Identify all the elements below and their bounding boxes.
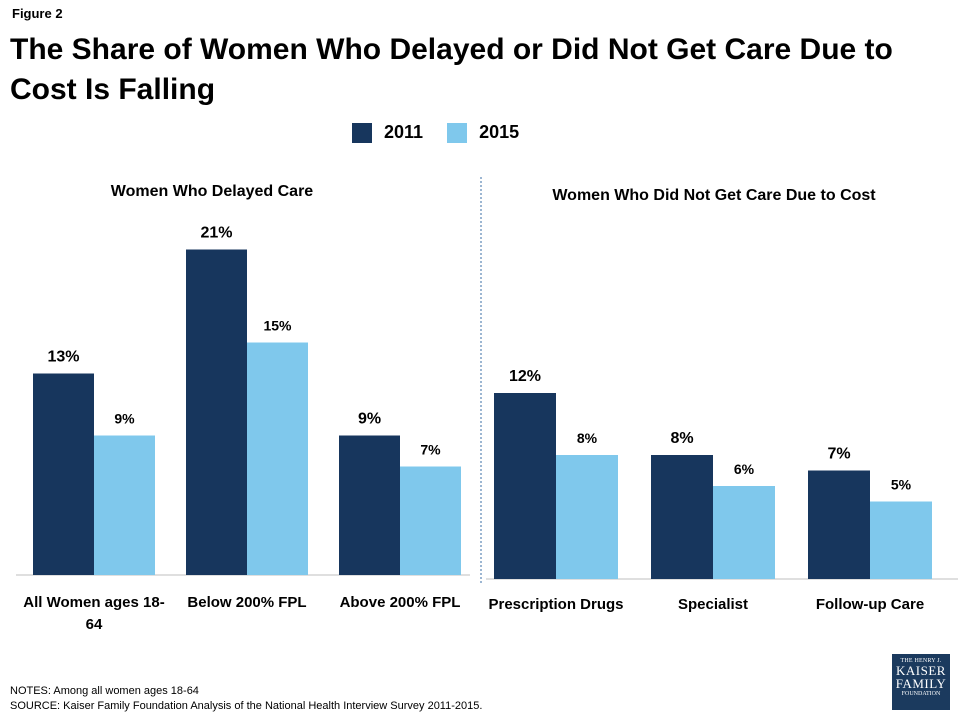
data-label-2011-2-3: 7% <box>827 446 850 463</box>
bar-2011-1-1 <box>33 373 94 575</box>
data-label-2015-2-1: 8% <box>577 430 598 446</box>
logo-line-4: FOUNDATION <box>901 691 941 697</box>
data-label-2011-2-1: 12% <box>509 368 541 385</box>
bar-2015-1-3 <box>400 466 461 575</box>
kff-logo: THE HENRY J. KAISER FAMILY FOUNDATION <box>892 654 950 710</box>
data-label-2015-2-3: 5% <box>891 477 912 493</box>
logo-line-1: THE HENRY J. <box>900 658 942 664</box>
bar-2015-2-3 <box>870 501 932 579</box>
data-label-2015-2-2: 6% <box>734 461 755 477</box>
chart-title: The Share of Women Who Delayed or Did No… <box>10 33 893 106</box>
bar-2011-2-2 <box>651 455 713 579</box>
bar-2011-1-2 <box>186 249 247 575</box>
category-label-2-2: Specialist <box>678 596 748 613</box>
panel-title-2: Women Who Did Not Get Care Due to Cost <box>552 187 876 204</box>
notes-block: NOTES: Among all women ages 18-64 SOURCE… <box>10 684 482 714</box>
category-label-1-1: All Women ages 18-64 <box>23 594 164 633</box>
legend-swatch-2011 <box>352 122 372 143</box>
legend-label-2011: 2011 <box>384 122 424 142</box>
category-label-1-3: Above 200% FPL <box>340 594 461 611</box>
bar-2011-2-3 <box>808 470 870 579</box>
logo-line-3: FAMILY <box>895 676 947 691</box>
legend: 2011 2015 <box>352 122 519 143</box>
category-label-2-1: Prescription Drugs <box>488 596 623 613</box>
bar-2011-2-1 <box>494 393 556 579</box>
bar-2015-1-2 <box>247 342 308 575</box>
category-label-1-2: Below 200% FPL <box>187 594 306 611</box>
legend-swatch-2015 <box>447 122 468 143</box>
source-text: SOURCE: Kaiser Family Foundation Analysi… <box>10 700 483 712</box>
bar-2015-2-1 <box>556 455 618 579</box>
data-label-2015-1-2: 15% <box>263 318 292 334</box>
data-label-2011-1-2: 21% <box>200 225 232 242</box>
data-label-2011-2-2: 8% <box>670 430 693 447</box>
legend-item-2015: 2015 <box>447 122 519 143</box>
logo-line-2: KAISER <box>896 663 946 678</box>
bar-2011-1-3 <box>339 435 400 575</box>
notes-text: NOTES: Among all women ages 18-64 <box>10 685 199 697</box>
data-label-2011-1-1: 13% <box>47 349 79 366</box>
legend-label-2015: 2015 <box>479 122 520 142</box>
figure-label: Figure 2 <box>12 6 63 21</box>
panel-title-1: Women Who Delayed Care <box>111 183 314 200</box>
bar-2015-1-1 <box>94 435 155 575</box>
data-label-2015-1-1: 9% <box>114 411 135 427</box>
category-label-2-3: Follow-up Care <box>816 596 924 613</box>
data-label-2011-1-3: 9% <box>358 411 381 428</box>
data-label-2015-1-3: 7% <box>420 442 441 458</box>
legend-item-2011: 2011 <box>352 122 423 143</box>
bar-2015-2-2 <box>713 486 775 579</box>
